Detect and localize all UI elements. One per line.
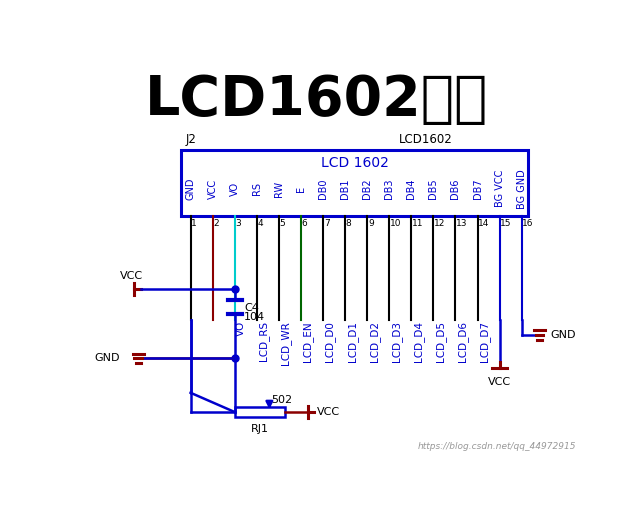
Text: VCC: VCC xyxy=(488,377,511,388)
Text: LCD_D5: LCD_D5 xyxy=(435,321,446,362)
Text: DB6: DB6 xyxy=(451,178,461,199)
Text: GND: GND xyxy=(550,330,576,340)
Text: 5: 5 xyxy=(280,219,285,228)
Text: LCD_D4: LCD_D4 xyxy=(413,321,424,362)
Text: VO: VO xyxy=(230,181,240,196)
Text: LCD_D3: LCD_D3 xyxy=(391,321,402,362)
Text: DB7: DB7 xyxy=(472,178,483,199)
Text: LCD1602接口: LCD1602接口 xyxy=(145,73,488,127)
Text: BG GND: BG GND xyxy=(517,169,527,209)
Text: LCD_D6: LCD_D6 xyxy=(457,321,468,362)
Text: 8: 8 xyxy=(346,219,352,228)
Text: 104: 104 xyxy=(244,312,265,322)
Text: 16: 16 xyxy=(522,219,534,228)
Text: GND: GND xyxy=(186,177,196,200)
Text: GND: GND xyxy=(94,353,119,363)
Text: 502: 502 xyxy=(272,395,293,405)
Text: LCD_D1: LCD_D1 xyxy=(347,321,358,362)
Text: DB1: DB1 xyxy=(340,178,350,199)
Text: 14: 14 xyxy=(478,219,490,228)
Text: DB2: DB2 xyxy=(362,178,372,199)
Text: LCD_EN: LCD_EN xyxy=(303,321,313,362)
Text: RS: RS xyxy=(252,182,262,195)
Text: 7: 7 xyxy=(324,219,329,228)
Text: LCD_RS: LCD_RS xyxy=(258,321,269,361)
Text: DB3: DB3 xyxy=(384,178,394,199)
Bar xyxy=(181,150,528,216)
Text: VCC: VCC xyxy=(207,179,218,199)
Text: 11: 11 xyxy=(412,219,423,228)
Text: RJ1: RJ1 xyxy=(251,424,269,434)
Text: LCD 1602: LCD 1602 xyxy=(321,156,389,170)
Text: LCD_WR: LCD_WR xyxy=(280,321,292,365)
Text: 10: 10 xyxy=(390,219,402,228)
Text: 6: 6 xyxy=(301,219,308,228)
Text: 2: 2 xyxy=(214,219,219,228)
Text: LCD_D2: LCD_D2 xyxy=(369,321,379,362)
Text: 1: 1 xyxy=(191,219,197,228)
Text: C4: C4 xyxy=(244,303,259,314)
Text: 9: 9 xyxy=(368,219,374,228)
Text: LCD_D0: LCD_D0 xyxy=(324,321,335,362)
Text: 4: 4 xyxy=(258,219,263,228)
Text: E: E xyxy=(296,186,306,192)
Text: LCD_D7: LCD_D7 xyxy=(479,321,490,362)
Text: 15: 15 xyxy=(500,219,512,228)
Text: BG VCC: BG VCC xyxy=(495,170,504,208)
Text: 13: 13 xyxy=(456,219,468,228)
Bar xyxy=(235,407,285,417)
Text: DB0: DB0 xyxy=(318,178,328,199)
Text: VO: VO xyxy=(236,321,246,337)
Text: 3: 3 xyxy=(235,219,241,228)
Text: VCC: VCC xyxy=(119,271,143,281)
Text: J2: J2 xyxy=(185,133,196,146)
Text: VCC: VCC xyxy=(317,407,340,417)
Text: DB4: DB4 xyxy=(406,178,417,199)
Text: DB5: DB5 xyxy=(428,178,438,199)
Text: https://blog.csdn.net/qq_44972915: https://blog.csdn.net/qq_44972915 xyxy=(418,442,576,451)
Text: LCD1602: LCD1602 xyxy=(399,133,452,146)
Text: 12: 12 xyxy=(434,219,446,228)
Text: RW: RW xyxy=(274,180,284,197)
